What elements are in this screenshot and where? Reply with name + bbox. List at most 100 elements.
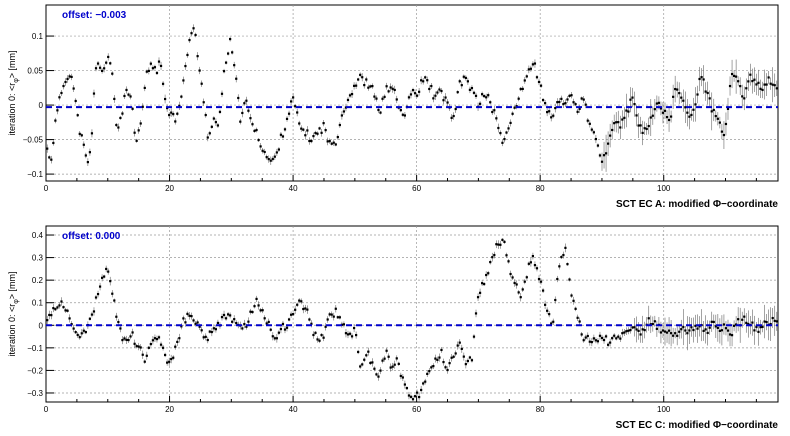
data-point <box>665 331 669 334</box>
data-point <box>186 312 189 315</box>
data-point <box>377 108 380 112</box>
data-point <box>602 154 606 157</box>
data-point <box>387 355 390 358</box>
data-point <box>261 309 264 312</box>
data-point <box>539 280 543 283</box>
data-point <box>355 333 358 337</box>
data-point <box>584 336 587 339</box>
data-point <box>743 315 746 318</box>
data-point <box>119 116 122 120</box>
data-point <box>50 314 53 317</box>
data-point <box>251 310 254 314</box>
data-point <box>560 97 563 100</box>
x-tick-label: 20 <box>165 184 174 193</box>
data-point <box>539 84 543 87</box>
data-point <box>133 342 136 345</box>
data-point <box>263 317 266 320</box>
data-point <box>103 67 106 70</box>
data-point <box>476 296 480 299</box>
data-point <box>735 75 738 78</box>
data-point <box>176 112 179 115</box>
data-point <box>131 107 134 110</box>
data-point <box>682 99 685 102</box>
data-point <box>442 360 445 364</box>
data-point <box>678 330 681 333</box>
data-point <box>448 362 451 365</box>
data-point <box>369 85 372 88</box>
data-point <box>604 152 608 155</box>
data-point <box>631 96 634 99</box>
data-point <box>470 359 474 362</box>
data-point <box>546 111 549 114</box>
data-point <box>163 97 167 101</box>
data-point <box>556 277 559 281</box>
data-point <box>344 332 348 335</box>
data-point <box>281 322 285 326</box>
data-point <box>757 330 760 333</box>
data-point <box>113 299 116 302</box>
data-point <box>470 86 474 90</box>
data-point <box>249 117 252 120</box>
data-point <box>275 151 278 154</box>
data-point <box>155 71 159 75</box>
data-point <box>688 329 691 332</box>
offset-label: offset: <box>62 231 95 242</box>
x-tick-label: 60 <box>412 405 421 414</box>
data-point <box>672 95 675 98</box>
data-point <box>751 79 754 83</box>
data-point <box>107 55 110 59</box>
data-point <box>72 87 75 90</box>
data-point <box>391 365 394 368</box>
data-point <box>149 62 152 65</box>
data-point <box>586 334 589 338</box>
data-point <box>420 388 423 392</box>
data-point <box>182 317 185 320</box>
data-point <box>485 273 488 277</box>
data-point <box>594 339 598 342</box>
data-point <box>570 94 573 97</box>
data-point <box>631 326 634 329</box>
data-point <box>78 336 81 339</box>
data-point <box>159 64 163 68</box>
data-point <box>125 88 128 92</box>
data-point <box>507 260 510 263</box>
data-point <box>389 366 392 369</box>
data-point <box>322 336 325 339</box>
data-point <box>405 387 409 390</box>
data-point <box>298 299 301 302</box>
data-point <box>54 308 57 311</box>
data-point <box>596 144 600 147</box>
data-point <box>741 318 744 321</box>
data-point <box>137 129 140 132</box>
data-point <box>111 72 114 75</box>
data-point <box>78 132 81 135</box>
data-point <box>127 93 130 96</box>
data-point <box>294 308 297 311</box>
data-point <box>501 238 504 241</box>
data-point <box>385 349 388 352</box>
data-point <box>505 131 508 134</box>
data-point <box>637 124 640 127</box>
data-point <box>328 140 331 143</box>
data-point <box>233 318 236 321</box>
data-point <box>294 105 297 108</box>
data-point <box>251 123 254 126</box>
x-tick-label: 20 <box>165 405 174 414</box>
data-point <box>206 338 209 342</box>
data-point <box>604 335 608 338</box>
data-point <box>403 383 406 386</box>
data-point <box>259 309 262 312</box>
data-point <box>633 102 636 106</box>
data-point <box>472 91 476 94</box>
data-point <box>415 391 419 394</box>
data-point <box>62 84 65 88</box>
data-point <box>84 330 87 334</box>
data-point <box>728 333 732 336</box>
data-point <box>377 375 380 378</box>
data-point <box>653 320 656 323</box>
data-point <box>218 110 222 113</box>
data-point <box>235 321 238 325</box>
data-point <box>745 321 748 324</box>
data-point <box>769 82 772 85</box>
